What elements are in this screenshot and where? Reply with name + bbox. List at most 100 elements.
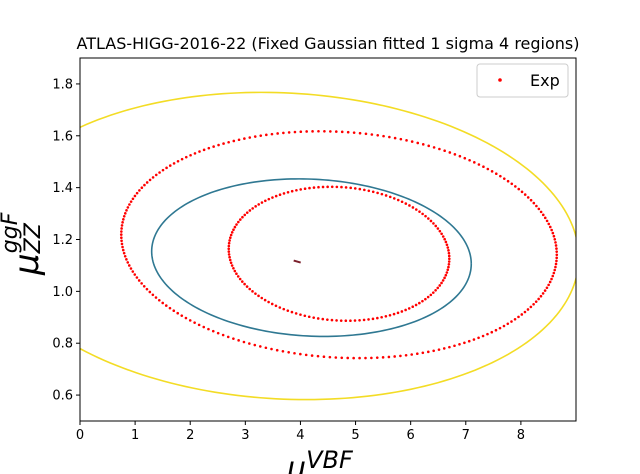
- exp-point: [404, 353, 408, 357]
- exp-point: [554, 265, 557, 269]
- exp-point: [188, 319, 192, 322]
- exp-point: [303, 187, 307, 190]
- exp-point: [248, 342, 251, 345]
- exp-point: [526, 308, 530, 311]
- exp-point: [364, 132, 368, 136]
- exp-point: [237, 138, 241, 142]
- exp-point: [317, 129, 320, 133]
- x-tick-label: 3: [241, 428, 249, 443]
- exp-point: [448, 257, 451, 261]
- exp-point: [120, 236, 123, 239]
- exp-point: [317, 185, 320, 189]
- exp-point: [437, 348, 441, 351]
- exp-point: [184, 316, 188, 320]
- exp-point: [321, 317, 325, 321]
- exp-point: [517, 187, 521, 191]
- exp-point: [259, 134, 263, 137]
- exp-point: [396, 198, 400, 202]
- exp-point: [520, 190, 524, 194]
- contour-line: [150, 178, 473, 338]
- exp-point: [543, 216, 547, 220]
- exp-point: [129, 200, 133, 203]
- exp-point: [198, 150, 201, 153]
- exp-point: [120, 227, 123, 230]
- x-tick-label: 2: [186, 428, 194, 443]
- exp-point: [405, 139, 408, 142]
- x-tick-label: 6: [407, 428, 415, 443]
- exp-point: [467, 339, 471, 343]
- exp-point: [329, 130, 332, 133]
- exp-point: [363, 188, 366, 192]
- exp-point: [221, 333, 225, 337]
- exp-point: [287, 351, 290, 354]
- exp-point: [260, 296, 264, 300]
- exp-point: [535, 204, 538, 208]
- exp-point: [120, 242, 124, 246]
- exp-point: [376, 133, 380, 137]
- exp-point: [241, 280, 244, 283]
- exp-point: [126, 261, 130, 264]
- exp-point: [263, 298, 267, 302]
- exp-point: [349, 319, 352, 323]
- exp-point: [346, 356, 350, 360]
- exp-point: [443, 237, 446, 241]
- exp-point: [404, 308, 407, 312]
- exp-point: [122, 251, 126, 255]
- exp-point: [133, 194, 137, 198]
- exp-point: [340, 356, 344, 360]
- y-axis: 0.6 0.8 1.0 1.2 1.4 1.6 1.8: [52, 77, 80, 404]
- exp-point: [122, 215, 126, 218]
- exp-point: [123, 212, 127, 215]
- exp-point: [270, 302, 274, 306]
- exp-point: [275, 348, 279, 352]
- exp-point: [145, 287, 149, 291]
- exp-point: [543, 289, 547, 292]
- exp-point: [548, 280, 552, 284]
- exp-point: [358, 319, 361, 322]
- exp-point: [448, 151, 452, 154]
- exp-point: [137, 279, 141, 282]
- exp-point: [446, 268, 450, 272]
- exp-point: [376, 191, 379, 195]
- exp-point: [554, 241, 557, 244]
- exp-point: [308, 186, 311, 190]
- legend-label-exp: Exp: [530, 71, 560, 90]
- exp-point: [349, 186, 352, 190]
- exp-point: [138, 189, 141, 192]
- exp-point: [180, 314, 184, 317]
- exp-point: [135, 191, 139, 195]
- exp-point: [481, 334, 485, 338]
- y-tick-label: 1.4: [52, 181, 73, 196]
- y-tick-label: 1.2: [52, 233, 73, 248]
- exp-point: [126, 206, 130, 209]
- exp-point: [305, 130, 308, 133]
- exp-point: [447, 265, 450, 269]
- exp-point: [388, 313, 392, 317]
- exp-point: [432, 349, 435, 353]
- exp-point: [545, 219, 549, 223]
- exp-point: [245, 285, 249, 288]
- exp-point: [286, 309, 290, 312]
- exp-point: [125, 209, 128, 212]
- exp-point: [427, 144, 431, 148]
- exp-point: [334, 356, 338, 359]
- exp-point: [411, 206, 415, 209]
- exp-point: [344, 186, 348, 189]
- x-tick-label: 8: [517, 428, 525, 443]
- exp-point: [477, 163, 481, 166]
- exp-point: [541, 213, 545, 217]
- exp-point: [299, 130, 303, 134]
- y-tick-label: 1.0: [52, 285, 73, 300]
- exp-point: [207, 327, 210, 331]
- exp-point: [229, 236, 232, 240]
- exp-point: [418, 301, 421, 305]
- exp-point: [426, 295, 430, 299]
- exp-point: [321, 185, 325, 189]
- exp-point: [367, 318, 370, 321]
- exp-point: [326, 318, 329, 321]
- exp-point: [506, 322, 510, 326]
- exp-point: [444, 240, 448, 244]
- exp-point: [477, 336, 480, 340]
- exp-point: [316, 317, 320, 320]
